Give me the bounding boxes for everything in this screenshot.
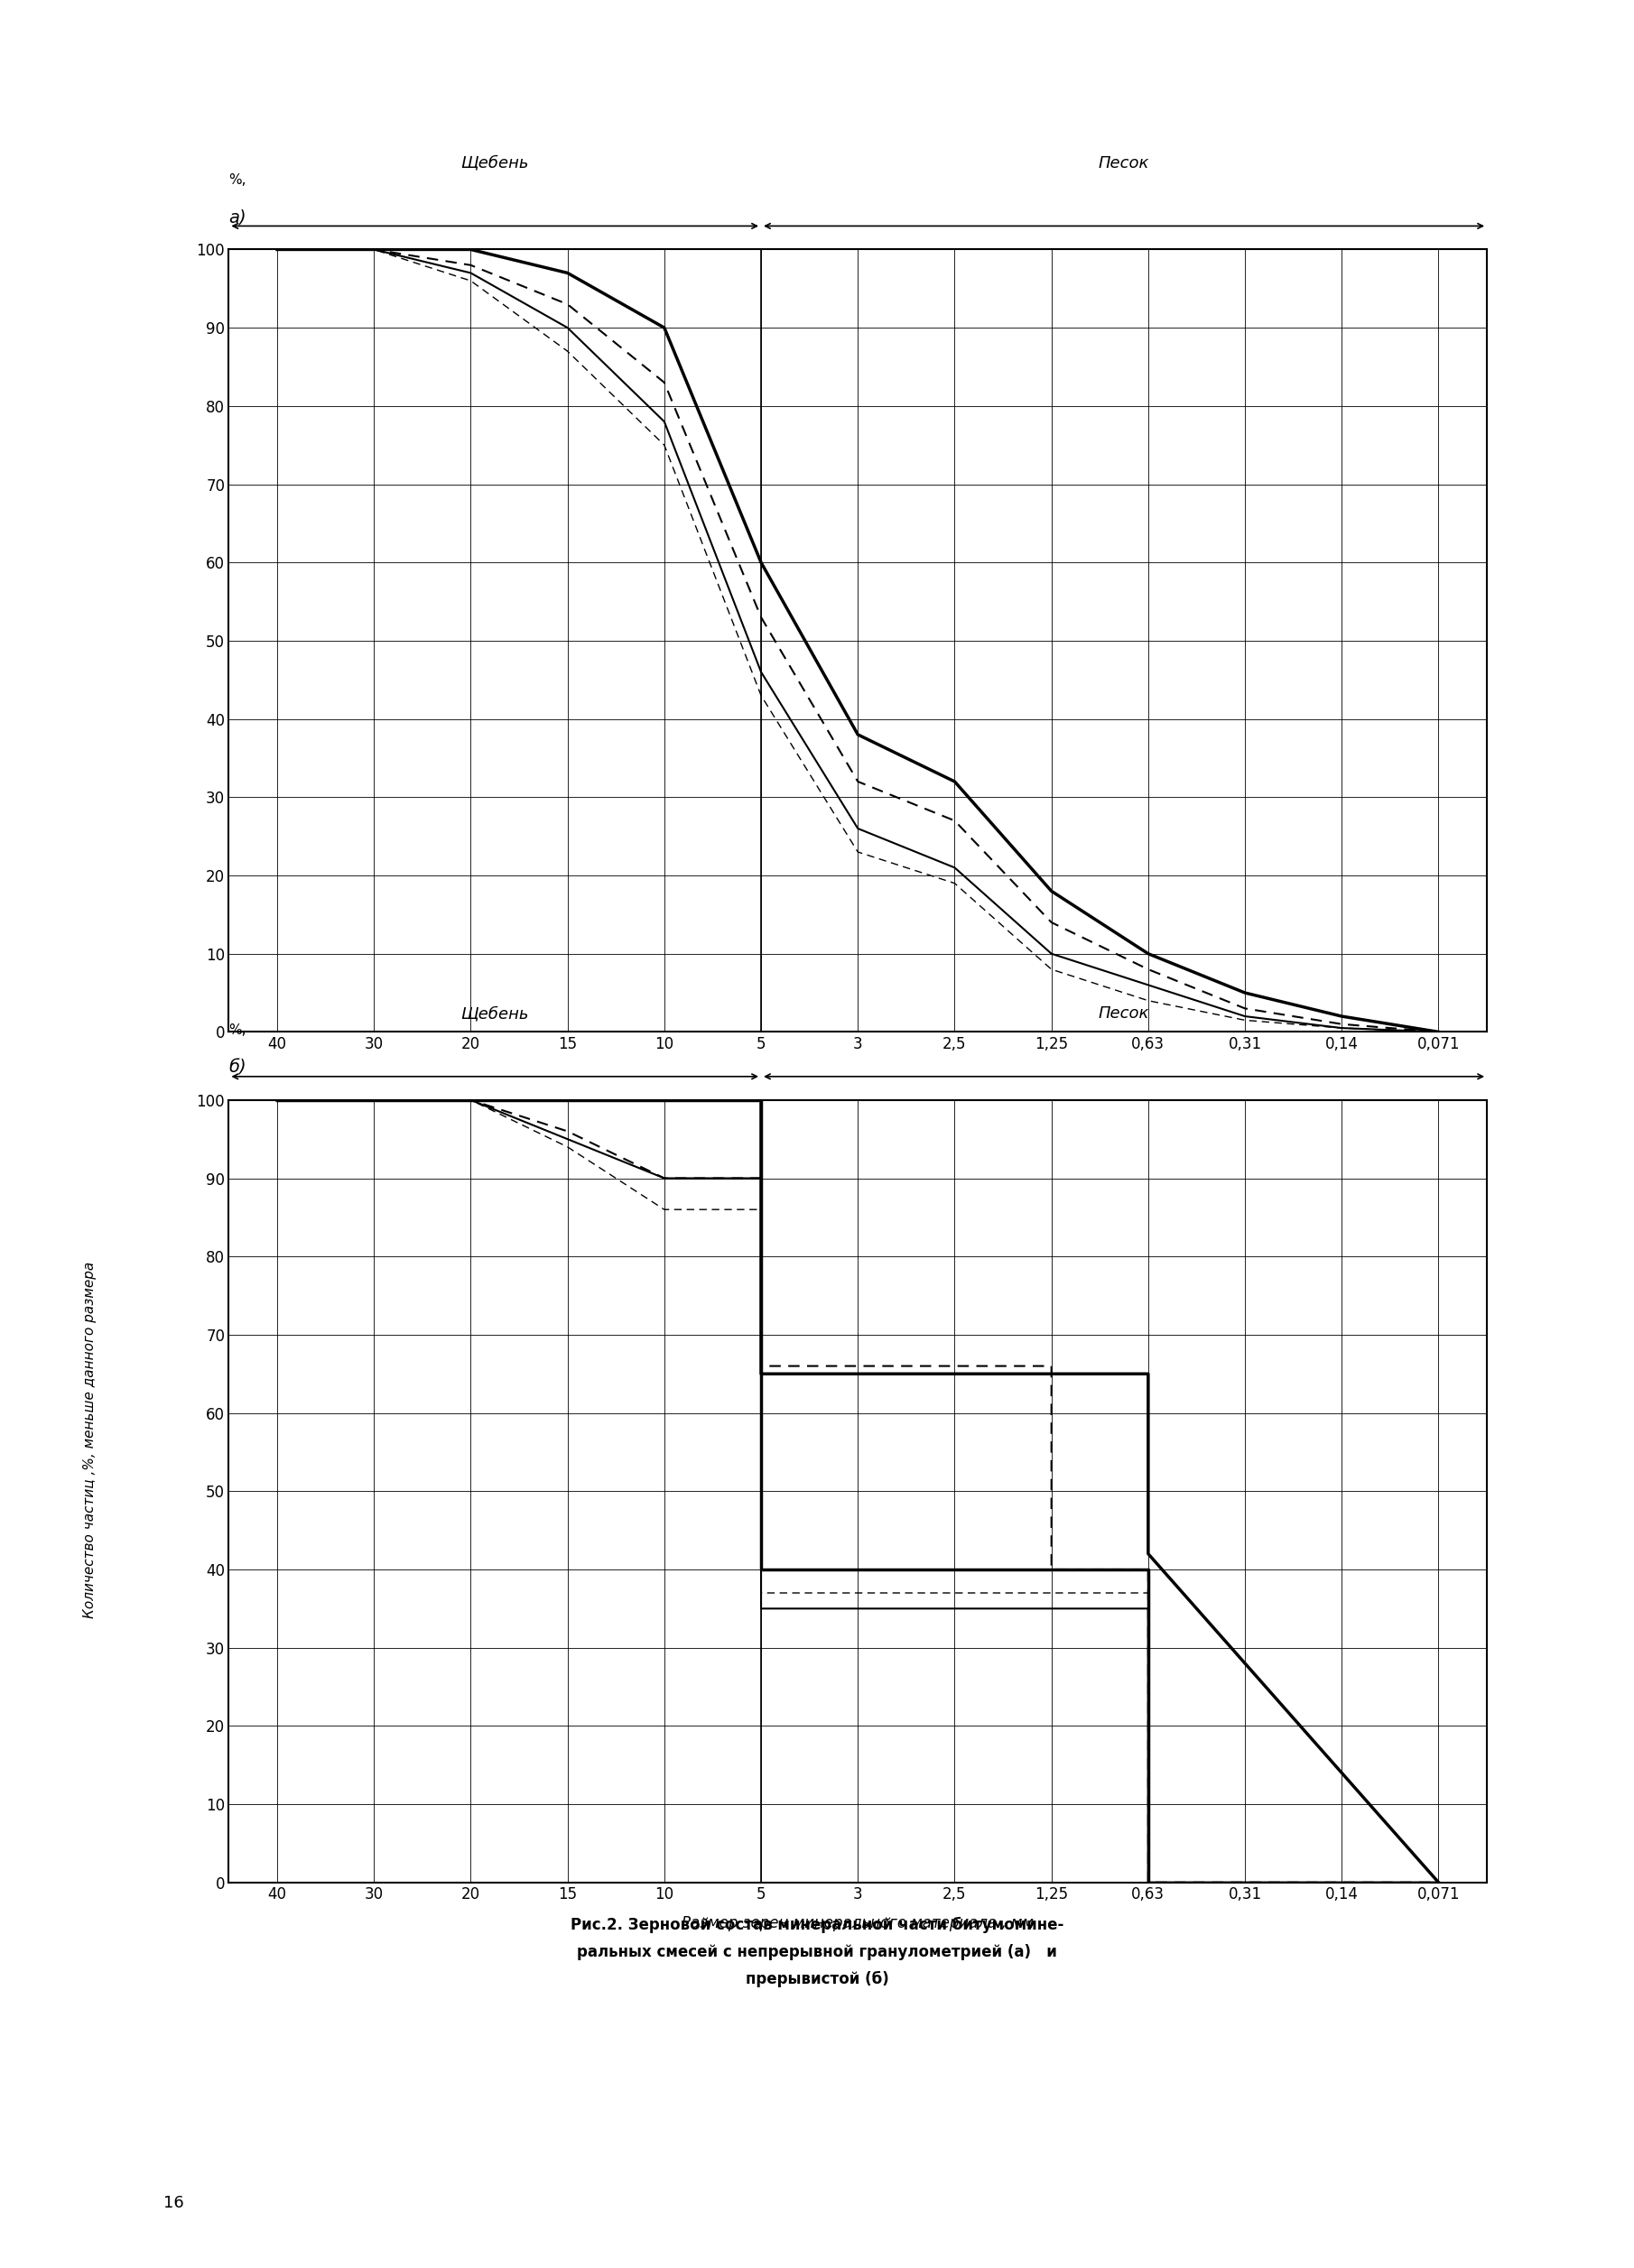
X-axis label: Размер зерен минерального материала , мм: Размер зерен минерального материала , мм	[681, 1914, 1034, 1932]
Text: Количество частиц ,%, меньше данного размера: Количество частиц ,%, меньше данного раз…	[83, 1261, 96, 1619]
Text: 16: 16	[163, 2195, 185, 2211]
Text: Щебень: Щебень	[461, 1005, 529, 1021]
Text: Песок: Песок	[1098, 1005, 1149, 1021]
Text: ральных смесей с непрерывной гранулометрией (а)   и: ральных смесей с непрерывной гранулометр…	[577, 1944, 1057, 1960]
Text: %,: %,	[229, 172, 247, 186]
Text: Щебень: Щебень	[461, 154, 529, 172]
Text: Рис.2. Зерновой состав минеральной части битумомине-: Рис.2. Зерновой состав минеральной части…	[570, 1916, 1064, 1932]
Text: прерывистой (б): прерывистой (б)	[745, 1971, 889, 1987]
Text: %,: %,	[229, 1023, 247, 1036]
Text: б): б)	[229, 1059, 247, 1077]
Text: а): а)	[229, 209, 247, 227]
Text: Песок: Песок	[1098, 154, 1149, 172]
